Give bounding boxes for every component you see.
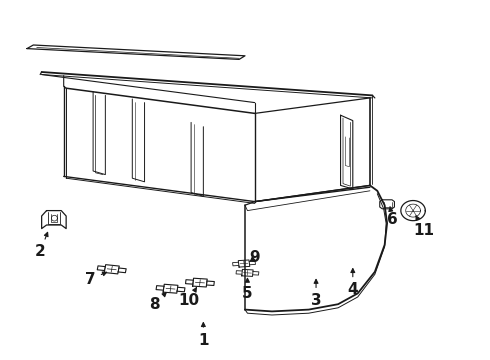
Text: 10: 10	[178, 288, 199, 308]
Text: 5: 5	[242, 278, 253, 301]
Text: 3: 3	[311, 279, 321, 308]
Text: 6: 6	[387, 207, 397, 227]
Text: 8: 8	[149, 293, 166, 312]
Text: 9: 9	[249, 250, 260, 265]
Text: 4: 4	[347, 269, 358, 297]
Text: 1: 1	[198, 323, 209, 348]
Text: 11: 11	[414, 216, 434, 238]
Text: 7: 7	[85, 271, 106, 287]
Text: 2: 2	[35, 232, 48, 260]
